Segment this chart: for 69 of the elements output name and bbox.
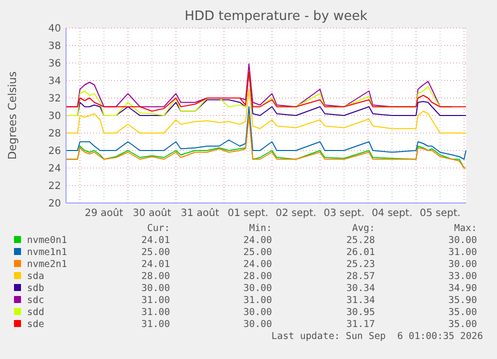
text: 30.95: [346, 307, 375, 318]
text: 31.00: [243, 295, 272, 306]
text: 33.00: [448, 271, 478, 282]
y-tick-label: 36: [48, 58, 61, 70]
x-tick-label: 03 sept.: [324, 208, 364, 219]
x-tick-label: 31 août: [180, 208, 220, 219]
text: 30.00: [243, 307, 272, 318]
x-tick-label: 30 août: [132, 208, 172, 219]
legend-label: nvme0n1: [27, 235, 68, 246]
y-tick-label: 22: [48, 181, 61, 192]
legend-label: sdb: [27, 283, 44, 294]
legend-label: sde: [27, 319, 44, 330]
y-tick-label: 20: [48, 198, 61, 210]
y-tick-label: 24: [48, 164, 61, 174]
line-series: [66, 88, 466, 134]
chart-title: HDD temperature - by week: [184, 9, 368, 24]
text: 31.00: [141, 319, 170, 330]
text: 24.00: [243, 235, 272, 246]
text: Avg:: [352, 223, 375, 234]
legend-label: sda: [27, 271, 44, 282]
y-tick-label: 32: [48, 94, 61, 104]
text: 25.23: [346, 259, 375, 270]
legend-label: nvme1n1: [27, 247, 68, 258]
y-tick-label: 30: [48, 111, 61, 122]
text: 25.00: [141, 247, 170, 258]
text: Last update: Sun Sep 6 01:00:35 2026: [271, 331, 484, 342]
text: 35.00: [448, 319, 478, 330]
text: 30.00: [448, 259, 478, 270]
line-series: [66, 106, 466, 160]
text: 24.00: [243, 259, 272, 270]
x-tick-label: 02 sept.: [276, 208, 316, 219]
x-tick-label: 05 sept.: [420, 208, 460, 219]
y-tick-label: 40: [48, 24, 61, 34]
text: 31.00: [141, 307, 170, 318]
text: 35.90: [448, 295, 478, 306]
text: 25.28: [346, 235, 376, 246]
line-series: [66, 115, 466, 168]
legend-label: sdc: [27, 295, 44, 306]
text: 31.00: [141, 295, 170, 306]
text: 30.00: [243, 319, 272, 330]
x-tick-label: 04 sept.: [372, 208, 412, 219]
y-tick-label: 28: [48, 128, 61, 140]
y-tick-label: 34: [48, 76, 61, 87]
text: 28.57: [346, 271, 375, 282]
y-tick-label: 38: [48, 41, 61, 52]
text: 25.00: [243, 247, 272, 258]
text: 24.01: [141, 259, 170, 270]
x-tick-label: 01 sept.: [228, 208, 268, 219]
text: Max:: [454, 223, 477, 234]
text: 24.01: [141, 235, 170, 246]
text: Min:: [249, 223, 272, 234]
text: 30.34: [346, 283, 376, 294]
text: 30.00: [448, 235, 478, 246]
text: 28.00: [141, 271, 170, 282]
text: 26.01: [346, 247, 376, 258]
text: 35.00: [448, 307, 478, 318]
text: 31.34: [346, 295, 376, 306]
text: 31.00: [448, 247, 478, 258]
legend-label: sdd: [27, 307, 44, 318]
text: 28.00: [243, 271, 272, 282]
y-tick-label: 26: [48, 146, 61, 157]
text: 34.90: [448, 283, 478, 294]
x-tick-label: 29 août: [84, 208, 124, 219]
y-axis-title: Degrees Celsius: [6, 71, 19, 160]
text: 30.00: [243, 283, 272, 294]
text: 31.17: [346, 319, 375, 330]
legend-label: nvme2n1: [27, 259, 68, 270]
text: 30.00: [141, 283, 170, 294]
text: Cur:: [147, 223, 170, 234]
